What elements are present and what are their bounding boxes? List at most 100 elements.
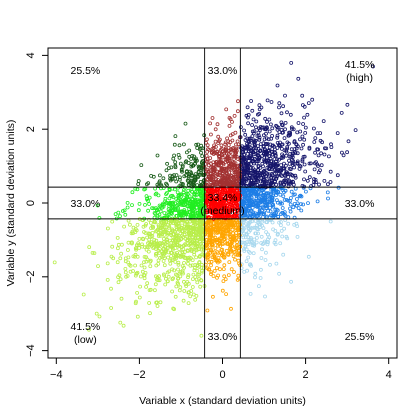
data-point — [251, 159, 256, 164]
data-point — [242, 170, 247, 175]
data-point — [143, 202, 147, 207]
data-point — [286, 215, 291, 220]
data-point — [297, 194, 302, 199]
data-point — [277, 130, 282, 135]
data-point — [193, 297, 198, 302]
data-point — [187, 148, 192, 153]
data-point — [295, 151, 300, 156]
data-point — [296, 76, 301, 81]
data-point — [285, 236, 290, 241]
data-point — [219, 152, 224, 157]
data-point — [105, 277, 110, 282]
data-point — [179, 202, 184, 207]
data-point — [319, 163, 324, 168]
data-point — [221, 199, 226, 204]
data-point — [275, 146, 280, 150]
data-point — [180, 223, 184, 228]
data-point — [228, 219, 233, 224]
data-point — [192, 241, 197, 246]
data-point — [294, 197, 299, 201]
data-point — [147, 195, 152, 200]
data-point — [281, 194, 286, 199]
data-point — [215, 239, 220, 244]
data-point — [157, 247, 162, 251]
data-point — [169, 232, 174, 237]
data-point — [250, 219, 255, 224]
data-point — [291, 180, 296, 184]
data-point — [212, 238, 217, 243]
data-point — [247, 226, 251, 231]
data-point — [260, 188, 265, 193]
data-point — [252, 237, 257, 242]
data-point — [262, 147, 267, 152]
data-point — [293, 186, 298, 191]
data-point — [264, 131, 268, 136]
data-point — [246, 175, 250, 180]
data-point — [116, 210, 121, 215]
data-point — [225, 136, 230, 141]
data-point — [311, 183, 316, 187]
data-point — [173, 165, 178, 170]
data-point — [135, 290, 140, 295]
data-point — [169, 250, 173, 255]
data-point — [182, 260, 186, 265]
data-point — [300, 157, 305, 162]
data-point — [233, 195, 238, 200]
data-point — [254, 235, 259, 240]
data-point — [211, 165, 216, 170]
data-point — [214, 163, 218, 168]
data-point — [226, 224, 231, 229]
data-point — [227, 179, 232, 183]
data-point — [299, 202, 303, 207]
data-point — [257, 128, 262, 133]
data-point — [186, 301, 191, 306]
data-point — [204, 191, 209, 196]
data-point — [300, 134, 305, 139]
region-label-bottom-left: 41.5% — [71, 321, 101, 333]
data-point — [287, 158, 291, 163]
data-point — [110, 244, 115, 249]
data-point — [186, 188, 191, 193]
data-point — [249, 195, 254, 200]
data-point — [216, 243, 221, 248]
data-point — [146, 208, 151, 213]
data-point — [119, 251, 123, 256]
data-point — [250, 150, 255, 155]
data-point — [252, 225, 257, 230]
data-point — [300, 93, 305, 98]
data-point — [173, 294, 178, 299]
data-point — [179, 210, 184, 214]
data-point — [266, 208, 271, 213]
data-point — [158, 300, 163, 305]
data-point — [208, 218, 213, 223]
data-point — [176, 185, 181, 190]
data-point — [237, 188, 242, 193]
data-point — [213, 207, 218, 212]
data-point — [264, 125, 269, 130]
data-point — [303, 125, 308, 130]
data-point — [262, 155, 267, 160]
data-point — [170, 277, 175, 282]
data-point — [279, 228, 284, 233]
data-point — [209, 228, 214, 233]
data-point — [140, 244, 145, 249]
data-point — [210, 146, 215, 151]
data-point — [146, 231, 151, 236]
data-point — [140, 242, 144, 247]
data-point — [258, 125, 263, 129]
data-point — [197, 260, 202, 264]
data-point — [147, 234, 152, 239]
data-point — [119, 296, 124, 301]
data-point — [295, 161, 300, 166]
data-point — [264, 191, 269, 196]
data-point — [158, 255, 162, 260]
data-point — [254, 204, 259, 209]
data-point — [244, 259, 249, 264]
data-point — [198, 236, 203, 241]
data-point — [212, 197, 217, 202]
data-point — [157, 180, 162, 185]
data-point — [265, 160, 270, 165]
data-point — [228, 161, 233, 166]
data-point — [206, 194, 211, 199]
